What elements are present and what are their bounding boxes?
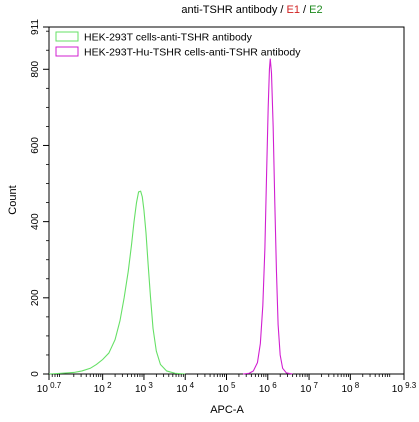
x-axis: 10 0.7 10 2 10 3 10 4 10 5 10 6 10 7 10 8 10 9.3 [37, 374, 417, 395]
x-tick-label-7: 10 8 [341, 381, 359, 395]
legend-swatch-1 [55, 46, 79, 57]
y-axis: 0 200 400 600 800 911 [30, 19, 49, 377]
x-tick-label-4: 10 5 [218, 381, 236, 395]
y-tick-label-4: 800 [30, 61, 41, 78]
y-tick-label-0: 0 [30, 371, 41, 377]
title-part-0: anti-TSHR antibody / [181, 4, 286, 16]
y-axis-label: Count [7, 185, 19, 214]
x-tick-label-6: 10 7 [300, 381, 318, 395]
title-part-1: E1 [287, 4, 300, 16]
legend-swatch-0 [55, 31, 79, 42]
x-tick-label-1: 10 2 [94, 381, 112, 395]
x-axis-label: APC-A [210, 404, 244, 416]
series-line-0 [48, 190, 186, 375]
chart-title: anti-TSHR antibody / E1 / E2 [181, 4, 322, 16]
y-tick-label-5: 911 [30, 19, 41, 35]
plot-area-frame [48, 26, 405, 375]
title-part-2: / [300, 4, 309, 16]
x-tick-label-8: 10 9.3 [392, 381, 417, 395]
legend-label-0: HEK-293T cells-anti-TSHR antibody [84, 32, 253, 44]
y-tick-label-1: 200 [30, 289, 41, 306]
y-tick-label-3: 600 [30, 137, 41, 154]
x-tick-label-3: 10 4 [176, 381, 194, 395]
series-layer [48, 58, 293, 375]
x-tick-label-2: 10 3 [135, 381, 153, 395]
legend: HEK-293T cells-anti-TSHR antibody HEK-293… [55, 31, 301, 59]
x-tick-label-0: 10 0.7 [37, 381, 62, 395]
title-part-3: E2 [309, 4, 322, 16]
y-tick-label-2: 400 [30, 213, 41, 230]
x-tick-label-5: 10 6 [259, 381, 277, 395]
series-line-1 [242, 58, 293, 375]
legend-label-1: HEK-293T-Hu-TSHR cells-anti-TSHR antibod… [84, 47, 301, 59]
